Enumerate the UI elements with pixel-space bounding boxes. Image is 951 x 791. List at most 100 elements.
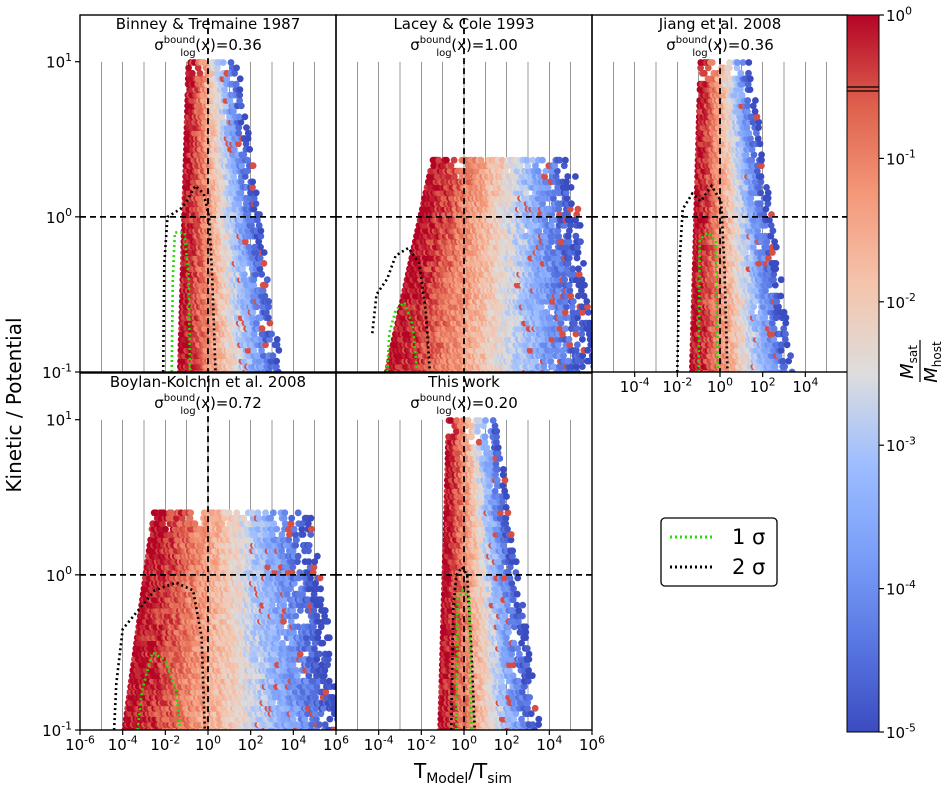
hexbin-cell: [250, 330, 258, 338]
hexbin-cell: [572, 346, 580, 354]
hexbin-cell: [246, 146, 254, 153]
hexbin-cell: [253, 303, 261, 311]
hexbin-cell: [249, 308, 257, 316]
hexbin-cell: [236, 86, 244, 93]
hexbin-cell: [249, 314, 257, 322]
hexbin-cell: [573, 363, 580, 370]
hexbin-cell: [569, 308, 577, 316]
hexbin-cell: [555, 287, 562, 294]
hexbin-cell: [578, 330, 586, 338]
hexbin-cell: [253, 319, 260, 327]
hexbin-cell: [435, 156, 443, 164]
hexbin-cell: [256, 254, 264, 262]
hexbin-cell: [577, 238, 584, 246]
hexbin-cell: [575, 265, 582, 273]
hexbin-cell: [237, 178, 245, 186]
hexbin-cell: [584, 308, 592, 316]
hexbin-cell: [249, 162, 257, 170]
contour-2sigma: [161, 183, 217, 372]
hexbin-cell: [223, 75, 231, 83]
hexbin-cell: [244, 156, 251, 164]
hexbin-cell: [556, 281, 563, 289]
hexbin-cell: [250, 281, 258, 289]
hexbin-cell: [523, 156, 531, 164]
hexbin-cell: [239, 265, 247, 273]
hexbin-cell: [208, 69, 215, 77]
hexbin-cell: [241, 238, 249, 246]
hexbin-cell: [579, 336, 586, 343]
hexbin-cell: [550, 281, 558, 289]
hexbin-cell: [261, 292, 269, 300]
hexbin-cell: [244, 346, 252, 354]
hexbin-cell: [227, 59, 235, 66]
hexbin-cell: [574, 314, 581, 322]
hexbin-cell: [540, 363, 548, 370]
hexbin-cell: [588, 352, 592, 360]
hexbin-cell: [230, 308, 238, 316]
hexbin-cell: [269, 352, 277, 360]
hexbin-cell: [559, 346, 567, 354]
hexbin-cell: [265, 298, 272, 305]
hexbin-cell: [232, 80, 240, 88]
hexbin-cell: [200, 59, 208, 66]
hexbin-cell: [525, 336, 532, 343]
hexbin-cell: [250, 205, 258, 213]
hexbin-cell: [261, 281, 269, 289]
hexbin-cell: [578, 276, 586, 284]
hexbin-cell: [240, 151, 248, 159]
hexbin-cell: [235, 113, 243, 121]
panel-title: Lacey & Cole 1993: [393, 15, 534, 33]
hexbin-cell: [561, 276, 568, 284]
hexbin-cell: [188, 69, 196, 77]
hexbin-cell: [242, 200, 250, 208]
hexbin-cell: [273, 341, 281, 349]
panel-hexbins: [176, 59, 283, 372]
hexbin-cell: [244, 129, 252, 137]
hexbin-cell: [230, 173, 238, 180]
hexbin-cell: [580, 292, 588, 300]
hexbin-cell: [235, 140, 242, 148]
hexbin-cell: [564, 357, 572, 365]
hexbin-cell: [586, 319, 592, 327]
hexbin-cell: [477, 156, 485, 164]
hexbin-cell: [244, 227, 251, 235]
hexbin-cell: [252, 270, 260, 278]
hexbin-cell: [247, 189, 254, 197]
hexbin-cell: [236, 91, 244, 99]
hexbin-cell: [578, 287, 585, 294]
hexbin-cell: [521, 308, 529, 316]
hexbin-cell: [562, 156, 569, 164]
hexbin-cell: [253, 249, 260, 256]
hexbin-cell: [273, 363, 280, 370]
hexbin-cell: [547, 357, 555, 365]
hexbin-cell: [222, 102, 230, 110]
hexbin-cell: [568, 200, 575, 208]
hexbin-cell: [196, 69, 204, 77]
hexbin-cell: [241, 113, 249, 121]
hexbin-cell: [580, 260, 587, 267]
hexbin-cell: [255, 238, 263, 246]
hexbin-cell: [233, 64, 241, 72]
hexbin-cell: [254, 260, 262, 267]
hexbin-cell: [209, 91, 217, 99]
hexbin-cell: [553, 292, 561, 300]
hexbin-cell: [547, 346, 555, 354]
hexbin-cell: [186, 75, 194, 83]
hexbin-cell: [562, 298, 570, 305]
hexbin-cell: [557, 319, 565, 327]
hexbin-cell: [231, 146, 238, 153]
hexbin-cell: [541, 341, 549, 349]
hexbin-cell: [548, 336, 556, 343]
hexbin-cell: [574, 292, 582, 300]
hexbin-cell: [561, 308, 569, 316]
hexbin-cell: [516, 330, 524, 338]
hexbin-cell: [244, 135, 252, 142]
hexbin-cell: [532, 357, 539, 365]
hexbin-cell: [266, 336, 273, 343]
hexbin-cell: [240, 357, 248, 365]
hexbin-cell: [257, 243, 264, 251]
hexbin-cell: [234, 222, 242, 229]
hexbin-cell: [585, 330, 592, 338]
panel-title: Binney & Tremaine 1987: [116, 15, 300, 33]
hexbin-cell: [584, 346, 592, 354]
